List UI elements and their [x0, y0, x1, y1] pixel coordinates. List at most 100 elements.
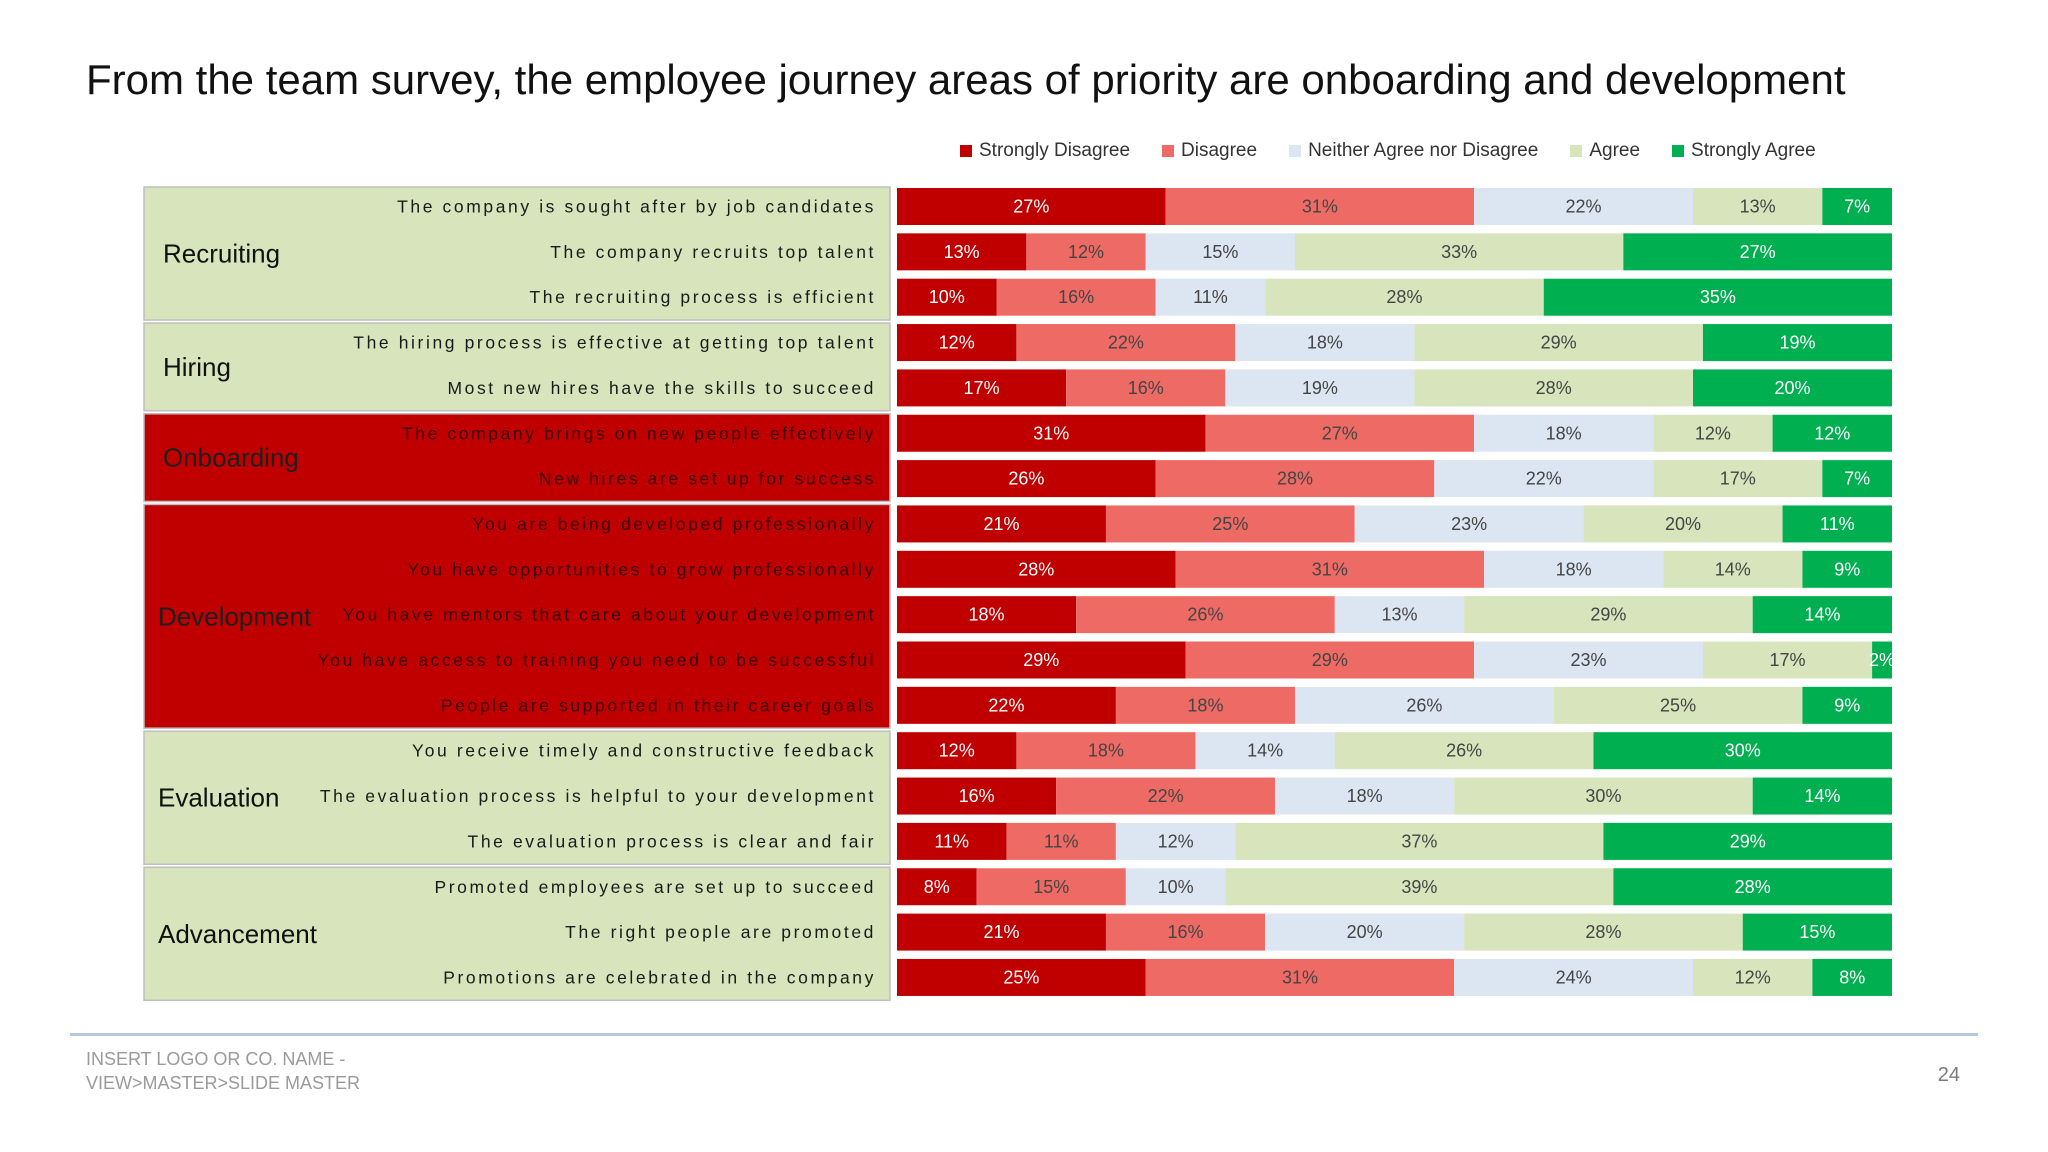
page-number: 24	[1937, 1064, 1960, 1086]
row-label: The right people are promoted	[565, 922, 876, 942]
bar-segment	[1414, 369, 1693, 407]
bar-segment	[1334, 596, 1465, 634]
data-label: 15%	[1202, 242, 1238, 262]
bar-segment	[1693, 188, 1823, 225]
bar-segment	[996, 278, 1156, 316]
legend-swatch	[960, 145, 972, 157]
category-group-label: Hiring	[163, 352, 231, 382]
legend-swatch	[1289, 145, 1302, 157]
chart-legend: Strongly Disagree Disagree Neither Agree n…	[960, 139, 1816, 163]
row-label: The hiring process is effective at getti…	[353, 333, 876, 353]
data-label: 13%	[1381, 605, 1417, 625]
data-label: 20%	[1774, 378, 1810, 398]
data-label: 28%	[1735, 877, 1771, 897]
data-label: 21%	[983, 922, 1019, 942]
bar-segment	[897, 732, 1017, 770]
bar-segment	[1145, 233, 1295, 271]
data-label: 14%	[1715, 559, 1751, 579]
data-label: 22%	[1108, 333, 1144, 353]
category-group-box	[143, 503, 891, 729]
bar-segment	[897, 505, 1106, 543]
legend-label: Neither Agree nor Disagree	[1308, 140, 1539, 161]
data-label: 7%	[1844, 469, 1870, 489]
bar-segment	[1702, 324, 1892, 362]
data-label: 29%	[1023, 650, 1059, 670]
bar-segment	[1474, 188, 1693, 225]
data-label: 18%	[1556, 559, 1592, 579]
legend-swatch	[1570, 145, 1583, 157]
data-label: 10%	[1158, 877, 1194, 897]
data-label: 28%	[1386, 287, 1422, 307]
data-label: 30%	[1585, 786, 1621, 806]
bar-segment	[897, 596, 1077, 634]
data-label: 26%	[1446, 741, 1482, 761]
data-label: 15%	[1033, 877, 1069, 897]
data-label: 18%	[1546, 423, 1582, 443]
bar-segment	[1822, 188, 1892, 225]
data-label: 17%	[1720, 469, 1756, 489]
bar-segment	[1702, 641, 1873, 679]
data-label: 27%	[1322, 423, 1358, 443]
data-label: 9%	[1834, 695, 1860, 715]
bar-segment	[1105, 505, 1355, 543]
bar-segment	[1185, 641, 1475, 679]
legend-label: Agree	[1589, 140, 1641, 161]
data-label: 18%	[1088, 741, 1124, 761]
data-label: 8%	[924, 877, 950, 897]
data-label: 28%	[1536, 378, 1572, 398]
data-label: 28%	[1277, 469, 1313, 489]
bar-segment	[897, 278, 997, 316]
data-label: 31%	[1312, 559, 1348, 579]
category-group-label: Development	[158, 601, 312, 631]
bar-segment	[1145, 958, 1455, 996]
data-label: 18%	[1307, 333, 1343, 353]
bar-segment	[1583, 505, 1783, 543]
data-label: 25%	[1212, 514, 1248, 534]
bar-segment	[1593, 732, 1892, 770]
legend-item: Neither Agree nor Disagree	[1289, 140, 1538, 162]
bar-segment	[1265, 913, 1465, 951]
bar-segment	[1354, 505, 1584, 543]
data-label: 26%	[1187, 605, 1223, 625]
data-label: 13%	[1740, 197, 1776, 217]
footer-line-1: INSERT LOGO OR CO. NAME -	[86, 1049, 346, 1069]
bar-segment	[1603, 822, 1892, 860]
row-label: You have opportunities to grow professio…	[407, 559, 876, 579]
row-label: New hires are set up for success	[539, 469, 876, 489]
data-label: 15%	[1799, 922, 1835, 942]
data-label: 18%	[1347, 786, 1383, 806]
bar-segment	[1693, 369, 1892, 407]
data-label: 25%	[1660, 695, 1696, 715]
data-label: 24%	[1556, 967, 1592, 987]
bar-segment	[1016, 732, 1196, 770]
data-label: 37%	[1401, 831, 1437, 851]
bar-segment	[1205, 414, 1475, 452]
bar-segment	[1653, 414, 1773, 452]
footer-line-2: VIEW>MASTER>SLIDE MASTER	[86, 1073, 361, 1093]
data-label: 11%	[934, 831, 969, 851]
data-label: 12%	[1735, 967, 1771, 987]
category-group-box	[143, 413, 891, 503]
bar-segment	[1653, 460, 1823, 498]
bar-segment	[1195, 732, 1335, 770]
bar-segment	[1175, 550, 1485, 588]
data-label: 12%	[1158, 831, 1194, 851]
bar-segment	[1414, 324, 1703, 362]
row-label: The company brings on new people effecti…	[402, 423, 876, 443]
category-group-box	[143, 866, 891, 1002]
stacked-bar-chart: Recruiting The company is sought after by…	[143, 186, 1892, 1002]
bar-segment	[897, 460, 1156, 498]
legend-swatch	[1672, 145, 1685, 157]
bar-segment	[897, 641, 1186, 679]
bar-segment	[1115, 822, 1236, 860]
bar-segment	[1802, 686, 1892, 724]
bar-segment	[897, 550, 1176, 588]
bar-segment	[1225, 369, 1415, 407]
bar-segment	[1105, 913, 1266, 951]
row-label: The company recruits top talent	[550, 242, 876, 262]
category-group-box	[143, 730, 891, 866]
bar-segment	[1165, 188, 1475, 225]
data-label: 16%	[1128, 378, 1164, 398]
data-label: 11%	[1044, 831, 1079, 851]
data-label: 12%	[939, 333, 975, 353]
